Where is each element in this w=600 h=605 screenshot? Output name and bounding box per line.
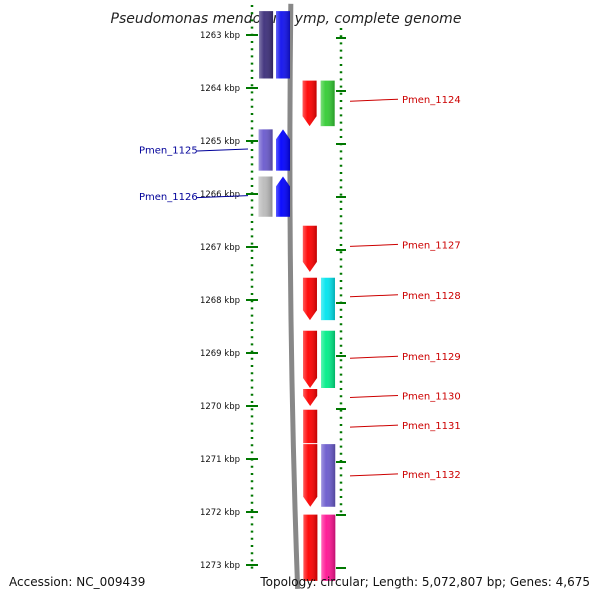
gene-label-leader — [349, 243, 399, 247]
gene-block[interactable] — [320, 277, 335, 321]
gene-block-shade — [303, 444, 318, 507]
gene-block[interactable] — [302, 225, 317, 272]
gene-block[interactable] — [321, 444, 336, 507]
gene-block-shade — [276, 11, 290, 79]
gene-label-right[interactable]: Pmen_1127 — [402, 240, 461, 251]
gene-block-shade — [258, 129, 273, 171]
gene-block[interactable] — [321, 330, 336, 388]
gene-label-right[interactable]: Pmen_1131 — [402, 421, 461, 432]
gene-block[interactable] — [258, 129, 273, 171]
labels-layer: Pmen_1125 Pmen_1126 Pmen_1124 Pmen_1127 Pmen… — [139, 95, 461, 481]
gene-block[interactable] — [302, 80, 317, 127]
gene-block-shade — [321, 514, 336, 581]
genes-layer — [258, 11, 336, 581]
axis-tick-label: 1271 kbp — [200, 455, 240, 465]
axis-tick-label: 1273 kbp — [200, 561, 240, 571]
gene-block-shade — [320, 277, 335, 321]
gene-block-shade — [302, 277, 317, 321]
axis-tick-label: 1268 kbp — [200, 296, 240, 306]
gene-block[interactable] — [303, 444, 318, 507]
gene-block[interactable] — [303, 330, 318, 388]
gene-block-shade — [302, 80, 317, 127]
backbone-layer — [287, 3, 301, 589]
gene-label-left[interactable]: Pmen_1126 — [139, 192, 198, 203]
gene-block-shade — [276, 129, 290, 171]
gene-block-shade — [320, 80, 335, 127]
gene-block-shade — [303, 389, 318, 406]
gene-label-right[interactable]: Pmen_1129 — [402, 352, 461, 363]
gene-block[interactable] — [258, 176, 273, 217]
gene-block[interactable] — [302, 277, 317, 321]
gene-block[interactable] — [303, 514, 318, 581]
gene-block[interactable] — [321, 514, 336, 581]
axis-tick-label: 1265 kbp — [200, 137, 240, 147]
gene-block[interactable] — [303, 409, 318, 444]
gene-block[interactable] — [259, 11, 274, 79]
gene-label-leader — [349, 355, 399, 359]
topology-text: Topology: circular; Length: 5,072,807 bp… — [259, 575, 590, 589]
gene-label-leader — [196, 148, 249, 152]
gene-label-right[interactable]: Pmen_1128 — [402, 291, 461, 302]
gene-label-leader — [196, 195, 249, 199]
gene-block-shade — [303, 514, 318, 581]
gene-label-leader — [349, 424, 399, 428]
genome-backbone — [287, 3, 301, 589]
axis-tick-label: 1264 kbp — [200, 84, 240, 94]
axis-tick-label: 1266 kbp — [200, 190, 240, 200]
ruler-layer: 1263 kbp 1264 kbp 1265 kbp 1266 kbp 1267 kbp… — [200, 5, 346, 573]
axis-tick-label: 1270 kbp — [200, 402, 240, 412]
gene-block[interactable] — [276, 11, 290, 79]
gene-label-right[interactable]: Pmen_1130 — [402, 391, 461, 402]
gene-block-shade — [276, 176, 290, 217]
gene-block-shade — [303, 409, 318, 444]
gene-block-shade — [302, 225, 317, 272]
gene-block[interactable] — [276, 176, 290, 217]
gene-block[interactable] — [276, 129, 290, 171]
gene-label-leader — [349, 394, 399, 398]
axis-tick-label: 1269 kbp — [200, 349, 240, 359]
gene-block[interactable] — [303, 389, 318, 406]
gene-block-shade — [303, 330, 318, 388]
axis-tick-label: 1263 kbp — [200, 31, 240, 41]
gene-label-leader — [349, 294, 399, 298]
gene-label-leader — [349, 473, 399, 477]
gene-block-shade — [259, 11, 274, 79]
gene-label-leader — [349, 98, 399, 102]
gene-block[interactable] — [320, 80, 335, 127]
gene-block-shade — [321, 444, 336, 507]
gene-label-right[interactable]: Pmen_1132 — [402, 470, 461, 481]
gene-block-shade — [258, 176, 273, 217]
axis-tick-label: 1272 kbp — [200, 508, 240, 518]
gene-label-left[interactable]: Pmen_1125 — [139, 146, 198, 157]
axis-tick-label: 1267 kbp — [200, 243, 240, 253]
gene-block-shade — [321, 330, 336, 388]
accession-text: Accession: NC_009439 — [9, 575, 145, 589]
gene-label-right[interactable]: Pmen_1124 — [402, 95, 461, 106]
